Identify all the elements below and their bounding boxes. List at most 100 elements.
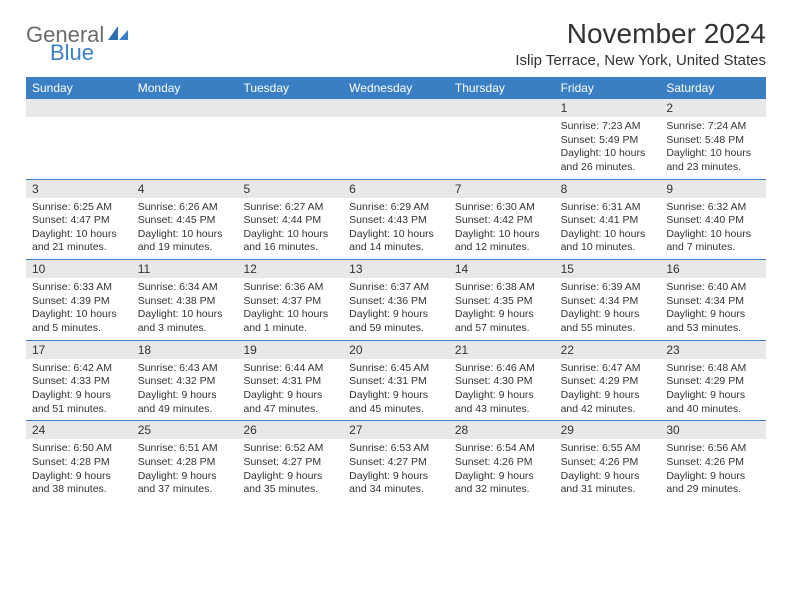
header: General Blue November 2024 Islip Terrace…: [26, 18, 766, 69]
day-number: 20: [343, 341, 449, 359]
day-number: [26, 99, 132, 117]
day-number: 29: [555, 421, 661, 439]
day-content-line: Daylight: 10 hours: [561, 147, 655, 161]
day-content-line: Daylight: 10 hours: [32, 228, 126, 242]
calendar-cell: 18Sunrise: 6:43 AMSunset: 4:32 PMDayligh…: [132, 341, 238, 421]
day-content-line: and 47 minutes.: [243, 403, 337, 417]
day-content: Sunrise: 6:26 AMSunset: 4:45 PMDaylight:…: [132, 198, 238, 260]
day-content-line: and 1 minute.: [243, 322, 337, 336]
day-content-line: Daylight: 10 hours: [138, 308, 232, 322]
day-content-line: Sunrise: 6:51 AM: [138, 442, 232, 456]
day-content-line: and 5 minutes.: [32, 322, 126, 336]
day-number: 2: [660, 99, 766, 117]
day-content-line: Sunrise: 6:33 AM: [32, 281, 126, 295]
day-content-line: Daylight: 9 hours: [666, 389, 760, 403]
day-content: Sunrise: 6:46 AMSunset: 4:30 PMDaylight:…: [449, 359, 555, 421]
day-number: 15: [555, 260, 661, 278]
calendar-cell: 7Sunrise: 6:30 AMSunset: 4:42 PMDaylight…: [449, 180, 555, 260]
day-content-line: Sunset: 4:28 PM: [32, 456, 126, 470]
day-content-line: Daylight: 10 hours: [561, 228, 655, 242]
day-number: 14: [449, 260, 555, 278]
day-number: 1: [555, 99, 661, 117]
day-content: Sunrise: 6:29 AMSunset: 4:43 PMDaylight:…: [343, 198, 449, 260]
day-number: 7: [449, 180, 555, 198]
day-content-line: and 51 minutes.: [32, 403, 126, 417]
day-number: 9: [660, 180, 766, 198]
calendar-cell: 2Sunrise: 7:24 AMSunset: 5:48 PMDaylight…: [660, 99, 766, 179]
day-content-line: and 45 minutes.: [349, 403, 443, 417]
day-number: 23: [660, 341, 766, 359]
day-content-line: Sunset: 4:29 PM: [666, 375, 760, 389]
weekday-header-cell: Wednesday: [343, 77, 449, 99]
calendar-row: 10Sunrise: 6:33 AMSunset: 4:39 PMDayligh…: [26, 260, 766, 341]
calendar-cell: 21Sunrise: 6:46 AMSunset: 4:30 PMDayligh…: [449, 341, 555, 421]
day-content-line: and 43 minutes.: [455, 403, 549, 417]
day-content-line: Sunset: 4:39 PM: [32, 295, 126, 309]
calendar-row: 17Sunrise: 6:42 AMSunset: 4:33 PMDayligh…: [26, 341, 766, 422]
day-content-line: and 35 minutes.: [243, 483, 337, 497]
day-content: Sunrise: 6:33 AMSunset: 4:39 PMDaylight:…: [26, 278, 132, 340]
calendar-cell: 11Sunrise: 6:34 AMSunset: 4:38 PMDayligh…: [132, 260, 238, 340]
calendar-cell: 13Sunrise: 6:37 AMSunset: 4:36 PMDayligh…: [343, 260, 449, 340]
calendar-cell: 30Sunrise: 6:56 AMSunset: 4:26 PMDayligh…: [660, 421, 766, 501]
day-number: 3: [26, 180, 132, 198]
day-content-line: Daylight: 9 hours: [455, 308, 549, 322]
day-content-line: Sunrise: 6:30 AM: [455, 201, 549, 215]
day-content-line: Sunset: 4:30 PM: [455, 375, 549, 389]
day-content-line: Sunset: 5:49 PM: [561, 134, 655, 148]
day-number: [237, 99, 343, 117]
day-content-line: Sunrise: 6:48 AM: [666, 362, 760, 376]
day-content: Sunrise: 7:24 AMSunset: 5:48 PMDaylight:…: [660, 117, 766, 179]
day-content: Sunrise: 6:54 AMSunset: 4:26 PMDaylight:…: [449, 439, 555, 501]
calendar-grid: SundayMondayTuesdayWednesdayThursdayFrid…: [26, 77, 766, 501]
day-number: 28: [449, 421, 555, 439]
calendar-cell: 19Sunrise: 6:44 AMSunset: 4:31 PMDayligh…: [237, 341, 343, 421]
day-content-line: Sunset: 4:44 PM: [243, 214, 337, 228]
day-content: Sunrise: 6:51 AMSunset: 4:28 PMDaylight:…: [132, 439, 238, 501]
day-content-line: Sunrise: 6:37 AM: [349, 281, 443, 295]
day-content-line: and 12 minutes.: [455, 241, 549, 255]
day-content-line: Daylight: 9 hours: [243, 389, 337, 403]
calendar-cell: 6Sunrise: 6:29 AMSunset: 4:43 PMDaylight…: [343, 180, 449, 260]
day-content-line: and 49 minutes.: [138, 403, 232, 417]
calendar-cell: 3Sunrise: 6:25 AMSunset: 4:47 PMDaylight…: [26, 180, 132, 260]
day-content-line: Sunset: 4:27 PM: [243, 456, 337, 470]
calendar-row: 1 Sunrise: 7:23 AMSunset: 5:49 PMDaylight…: [26, 99, 766, 180]
day-content-line: Sunset: 4:40 PM: [666, 214, 760, 228]
day-number: 26: [237, 421, 343, 439]
day-content-line: Sunrise: 7:23 AM: [561, 120, 655, 134]
day-content-line: Sunrise: 6:56 AM: [666, 442, 760, 456]
day-content-line: Daylight: 9 hours: [455, 389, 549, 403]
calendar-cell: 22Sunrise: 6:47 AMSunset: 4:29 PMDayligh…: [555, 341, 661, 421]
day-content: Sunrise: 6:47 AMSunset: 4:29 PMDaylight:…: [555, 359, 661, 421]
day-number: 6: [343, 180, 449, 198]
day-content-line: Sunrise: 6:52 AM: [243, 442, 337, 456]
day-content-line: and 14 minutes.: [349, 241, 443, 255]
calendar-row: 24Sunrise: 6:50 AMSunset: 4:28 PMDayligh…: [26, 421, 766, 501]
calendar-cell: 17Sunrise: 6:42 AMSunset: 4:33 PMDayligh…: [26, 341, 132, 421]
day-content-line: Daylight: 9 hours: [349, 308, 443, 322]
day-content-line: and 34 minutes.: [349, 483, 443, 497]
day-number: 25: [132, 421, 238, 439]
day-number: 24: [26, 421, 132, 439]
day-content-line: and 38 minutes.: [32, 483, 126, 497]
day-content-line: Daylight: 9 hours: [561, 389, 655, 403]
day-number: 16: [660, 260, 766, 278]
day-content-line: Sunrise: 6:25 AM: [32, 201, 126, 215]
day-content-line: and 55 minutes.: [561, 322, 655, 336]
day-content-line: Sunset: 4:26 PM: [561, 456, 655, 470]
day-content-line: Sunset: 4:36 PM: [349, 295, 443, 309]
day-content: Sunrise: 6:40 AMSunset: 4:34 PMDaylight:…: [660, 278, 766, 340]
page-title: November 2024: [515, 18, 766, 50]
day-content-line: Daylight: 9 hours: [666, 470, 760, 484]
day-content-line: Sunrise: 6:26 AM: [138, 201, 232, 215]
day-number: [449, 99, 555, 117]
day-content-line: Daylight: 9 hours: [561, 308, 655, 322]
day-number: 10: [26, 260, 132, 278]
day-number: [343, 99, 449, 117]
day-content-line: Sunrise: 6:32 AM: [666, 201, 760, 215]
day-content-line: Sunrise: 7:24 AM: [666, 120, 760, 134]
day-content-line: and 7 minutes.: [666, 241, 760, 255]
day-content: Sunrise: 6:55 AMSunset: 4:26 PMDaylight:…: [555, 439, 661, 501]
weekday-header-cell: Tuesday: [237, 77, 343, 99]
